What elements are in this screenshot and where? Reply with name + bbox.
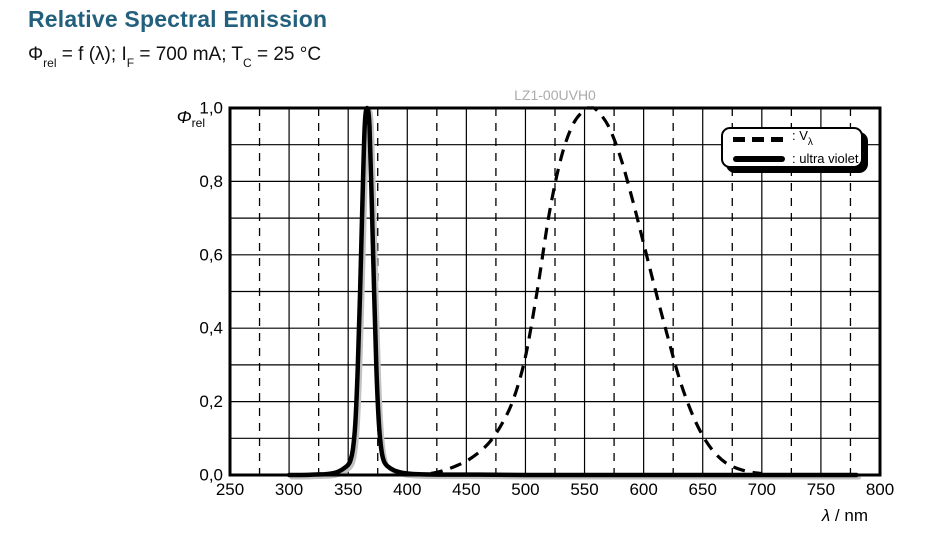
legend-label-subscript: λ (807, 136, 813, 148)
y-tick-label: 0,8 (199, 172, 223, 191)
legend-entry: : Vλ (723, 129, 861, 149)
subtitle-subscript: F (126, 55, 135, 70)
y-tick-labels: 1,0 0,8 0,6 0,4 0,2 0,0 (199, 99, 223, 485)
x-tick-label: 600 (629, 480, 657, 499)
page-title: Relative Spectral Emission (28, 6, 328, 32)
y-tick-label: 0,0 (199, 466, 223, 485)
x-axis-symbol: λ (821, 506, 830, 525)
x-tick-label: 500 (511, 480, 539, 499)
subtitle-subscript: C (243, 55, 252, 70)
legend-entry: : ultra violet (723, 150, 861, 166)
x-axis-title: λ / nm (821, 506, 868, 525)
x-tick-label: 800 (866, 480, 894, 499)
x-tick-labels: 250 300 350 400 450 500 550 600 650 700 750 800 (216, 480, 894, 499)
chart-conditions-subtitle: Φrel = f (λ); IF = 700 mA; TC = 25 °C (28, 44, 322, 70)
subtitle-text: = f (λ); I (56, 44, 127, 65)
legend-solid-line-sample (733, 155, 785, 162)
y-axis-subscript: rel (192, 116, 205, 130)
legend-entry-label: : ultra violet (792, 150, 859, 166)
y-tick-label: 0,6 (199, 245, 223, 264)
x-axis-unit: / nm (830, 506, 868, 525)
y-tick-label: 0,2 (199, 392, 223, 411)
legend-dashed-line-sample (733, 136, 785, 142)
x-tick-label: 700 (748, 480, 776, 499)
watermark-text: LZ1-00UVH0 (514, 87, 596, 103)
y-axis-symbol: Φ (177, 107, 192, 127)
subtitle-subscript: rel (43, 55, 57, 70)
y-tick-label: 1,0 (199, 99, 223, 118)
subtitle-text: = 25 °C (251, 44, 322, 65)
x-tick-label: 650 (689, 480, 717, 499)
x-tick-label: 550 (570, 480, 598, 499)
x-tick-label: 300 (275, 480, 303, 499)
x-tick-label: 400 (393, 480, 421, 499)
y-tick-label: 0,4 (199, 319, 223, 338)
x-tick-label: 350 (334, 480, 362, 499)
y-axis-title: Φrel (177, 107, 205, 130)
subtitle-text: = 700 mA; T (134, 44, 244, 65)
x-tick-label: 450 (452, 480, 480, 499)
series-ultra-violet-shadow (289, 108, 861, 480)
legend-entry-label: : Vλ (792, 128, 813, 148)
x-tick-label: 250 (216, 480, 244, 499)
legend: : Vλ : ultra violet (721, 127, 863, 168)
subtitle-text: Φ (28, 44, 44, 65)
series-v-lambda-curve (430, 106, 763, 476)
plot-frame (228, 106, 882, 477)
x-tick-label: 750 (807, 480, 835, 499)
grid-major-lines (230, 108, 880, 475)
